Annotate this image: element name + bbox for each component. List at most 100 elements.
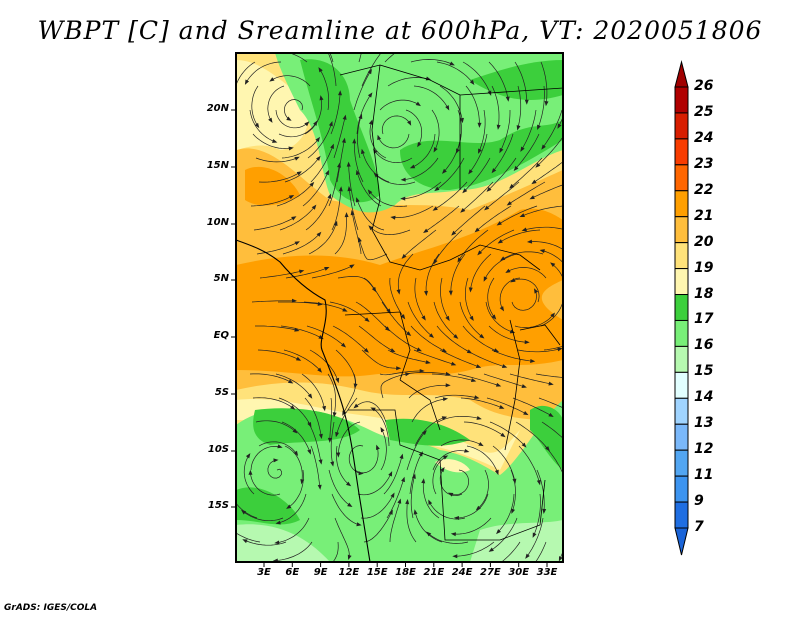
streamline [425,205,460,232]
streamline-arrow [346,481,352,487]
streamline [450,469,469,496]
streamline [353,71,371,111]
field-17-18 [385,418,470,446]
streamline-arrow [478,441,484,447]
streamline-arrow [505,96,510,102]
streamline [384,325,420,351]
streamline [542,109,563,148]
streamline [275,109,308,129]
streamline-arrow [390,348,396,353]
streamline [329,397,333,440]
streamline [533,493,541,536]
streamline-arrow [450,361,457,366]
streamline-arrow [368,119,373,125]
streamline [544,445,563,475]
colorbar-segment [674,242,689,270]
colorbar-segment [674,423,689,451]
streamline-arrow [445,315,450,322]
streamline-arrow [355,197,360,203]
streamline [521,109,537,150]
streamline-arrow [576,377,581,381]
streamline [500,229,541,243]
streamline-arrow [273,458,279,463]
streamline [414,277,425,319]
streamline [536,469,545,512]
streamline [439,469,463,496]
streamline [258,441,297,454]
colorbar-segment [674,475,689,503]
lon-label: 12E [338,567,360,578]
streamline [372,408,390,447]
streamline-arrow [294,241,300,246]
streamline [460,397,502,408]
lat-label: 5N [213,273,229,284]
streamline [409,453,422,495]
streamline-arrow [462,188,468,194]
streamline-arrow [318,433,323,440]
streamline [336,140,345,183]
streamline-arrow [390,492,395,498]
streamline-arrow [401,476,405,483]
streamline [356,172,382,207]
streamline-arrow [449,61,455,66]
streamline [275,373,311,397]
streamline [250,446,280,471]
streamline-arrow [380,426,385,433]
streamline-arrow [425,360,431,365]
streamline [462,181,494,212]
streamline [330,421,335,464]
streamline [380,373,408,399]
streamline [384,53,396,63]
streamline [414,512,443,543]
streamline [437,415,479,423]
streamline [362,151,390,183]
colorbar-label: 13 [694,415,714,432]
streamline-arrow [290,405,296,410]
streamline [412,133,436,168]
streamline-arrow [524,340,530,345]
colorbar-segment [674,371,689,399]
streamline [436,61,473,83]
streamline [397,253,414,292]
streamline [440,439,482,447]
streamline-arrow [474,227,480,233]
streamline-arrow [413,509,418,515]
streamline-arrow [426,531,432,537]
streamline [283,349,321,371]
streamline-arrow [535,162,541,168]
streamline [357,116,362,159]
lon-label: 30E [508,567,530,578]
streamline-arrow [460,117,464,124]
streamline [486,397,527,415]
field-18-19 [435,459,470,473]
streamline-arrow [441,416,448,421]
streamline-arrow [506,201,512,206]
streamline-arrow [491,314,497,320]
streamline [334,517,350,558]
streamline [462,61,491,94]
streamline-arrow [550,262,556,267]
streamline [568,422,600,449]
streamline [331,189,342,231]
streamline-arrow [428,333,435,338]
streamline-arrow [293,450,299,456]
streamline-arrow [558,556,563,562]
streamline [278,397,311,425]
streamline-arrow [448,290,453,296]
streamline [311,265,353,279]
streamline-arrow [557,123,562,129]
streamline [288,469,304,508]
streamline [407,301,433,337]
streamline [333,117,346,159]
chart-title: WBPT [C] and Sreamline at 600hPa, VT: 20… [37,16,763,45]
streamline-arrow [307,393,313,399]
streamline-arrow [494,469,499,476]
streamline-arrow [318,459,323,465]
colorbar-segment [674,112,689,140]
streamline-arrow [476,415,482,420]
streamline-arrow [328,121,333,127]
streamline [543,345,563,351]
streamline [469,133,488,173]
streamline [434,394,477,399]
colorbar-label: 7 [694,519,704,535]
